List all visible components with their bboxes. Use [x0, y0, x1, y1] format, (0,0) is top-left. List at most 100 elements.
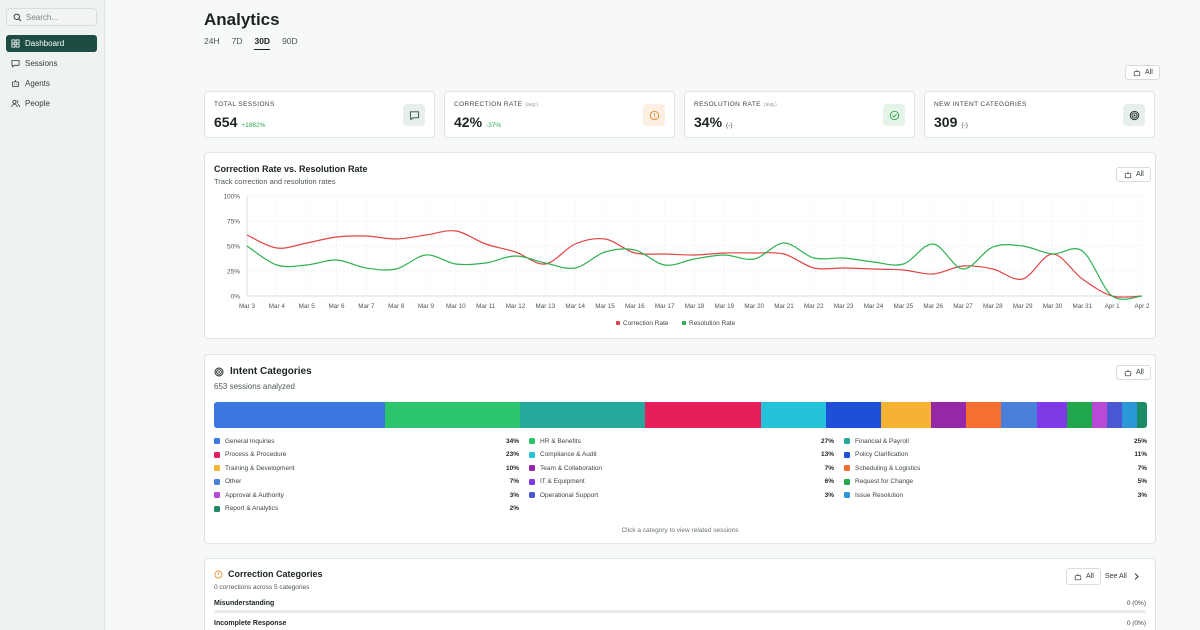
intent-legend-item[interactable]: Financial & Payroll 25%: [844, 437, 1147, 445]
intent-legend-item[interactable]: Report & Analytics 2%: [214, 505, 519, 513]
legend-swatch: [616, 321, 620, 325]
intent-legend-item[interactable]: Request for Change 5%: [844, 478, 1147, 486]
x-tick-label: Mar 13: [536, 303, 556, 310]
sidebar-item-sessions[interactable]: Sessions: [6, 55, 97, 72]
intent-legend-item[interactable]: HR & Benefits 27%: [529, 437, 834, 445]
intent-legend-item[interactable]: Team & Collaboration 7%: [529, 464, 834, 472]
bot-icon: [11, 79, 20, 88]
users-icon: [11, 99, 20, 108]
intent-bar-segment[interactable]: [931, 402, 967, 428]
intent-bar-segment[interactable]: [1036, 402, 1067, 428]
sidebar-item-dashboard[interactable]: Dashboard: [6, 35, 97, 52]
correction-filter-button[interactable]: All: [1066, 568, 1101, 585]
intent-bar-segment[interactable]: [1001, 402, 1037, 428]
kpi-delta: (-): [726, 122, 733, 129]
kpi-label: TOTAL SESSIONS: [214, 101, 275, 108]
agent-filter-button[interactable]: All: [1125, 65, 1160, 80]
intent-bar-segment[interactable]: [1106, 402, 1122, 428]
legend-swatch: [529, 465, 535, 471]
kpi-total-sessions: TOTAL SESSIONS 654 +1882%: [204, 91, 435, 138]
kpi-label: RESOLUTION RATE (avg.): [694, 101, 777, 108]
kpi-new-intent-categories: NEW INTENT CATEGORIES 309 (-): [924, 91, 1155, 138]
intent-category-percent: 3%: [824, 491, 834, 499]
intent-legend-item[interactable]: Policy Clarification 11%: [844, 451, 1147, 459]
chevron-right-icon: [1132, 572, 1141, 581]
intent-filter-button[interactable]: All: [1116, 365, 1151, 380]
see-all-link[interactable]: See All: [1105, 572, 1141, 581]
intent-bar-segment[interactable]: [1121, 402, 1137, 428]
rate-chart-panel: Correction Rate vs. Resolution Rate Trac…: [204, 152, 1156, 339]
intent-category-percent: 6%: [824, 478, 834, 485]
search-input[interactable]: Search...: [6, 8, 97, 26]
intent-category-percent: 27%: [820, 437, 834, 445]
intent-legend-item[interactable]: General Inquiries 34%: [214, 437, 519, 445]
intent-legend-item[interactable]: IT & Equipment 6%: [529, 478, 834, 486]
legend-gap: [834, 464, 844, 472]
intent-stacked-bar: [214, 402, 1147, 428]
intent-bar-segment[interactable]: [1136, 402, 1147, 428]
x-tick-label: Mar 11: [476, 303, 496, 310]
intent-legend: General Inquiries 34% HR & Benefits 27% Fina…: [214, 437, 1147, 513]
intent-category-name: Operational Support: [540, 491, 599, 499]
tab-90d[interactable]: 90D: [282, 36, 298, 46]
intent-legend-item[interactable]: Other 7%: [214, 478, 519, 486]
intent-category-percent: 11%: [1134, 451, 1147, 458]
intent-legend-item[interactable]: Approval & Authority 3%: [214, 491, 519, 499]
sidebar-item-agents[interactable]: Agents: [6, 75, 97, 92]
x-tick-label: Mar 17: [655, 303, 675, 310]
intent-bar-segment[interactable]: [645, 402, 761, 428]
intent-bar-segment[interactable]: [384, 402, 520, 428]
y-tick-label: 75%: [227, 219, 240, 226]
legend-swatch: [682, 321, 686, 325]
kpi-correction-rate: CORRECTION RATE (avg.) 42% -37%: [444, 91, 675, 138]
intent-bar-segment[interactable]: [966, 402, 1002, 428]
x-tick-label: Mar 12: [506, 303, 526, 310]
chart-filter-button[interactable]: All: [1116, 167, 1151, 182]
intent-bar-segment[interactable]: [1066, 402, 1092, 428]
x-tick-label: Mar 9: [418, 303, 435, 310]
intent-category-name: Financial & Payroll: [855, 437, 909, 445]
sidebar-item-people[interactable]: People: [6, 95, 97, 112]
intent-bar-segment[interactable]: [214, 402, 385, 428]
intent-legend-item[interactable]: Process & Procedure 23%: [214, 451, 519, 459]
correction-rate-line: [246, 230, 1143, 298]
intent-bar-segment[interactable]: [825, 402, 882, 428]
bot-icon: [1123, 368, 1132, 377]
intent-bar-segment[interactable]: [760, 402, 826, 428]
x-tick-label: Apr 2: [1134, 303, 1150, 310]
legend-correction-rate: Correction Rate: [623, 320, 669, 327]
intent-legend-item[interactable]: Issue Resolution 3%: [844, 491, 1147, 499]
x-tick-label: Mar 6: [328, 303, 345, 310]
intent-bar-segment[interactable]: [881, 402, 932, 428]
intent-title: Intent Categories: [230, 366, 312, 377]
page-title: Analytics: [204, 10, 280, 29]
tab-24h[interactable]: 24H: [204, 36, 220, 46]
legend-resolution-rate: Resolution Rate: [689, 320, 736, 327]
legend-swatch: [214, 505, 220, 512]
legend-gap: [519, 464, 529, 472]
legend-swatch: [844, 465, 850, 471]
legend-swatch: [529, 451, 535, 458]
intent-legend-item[interactable]: Compliance & Audit 13%: [529, 451, 834, 459]
intent-category-percent: 10%: [505, 464, 519, 472]
intent-bar-segment[interactable]: [1091, 402, 1107, 428]
intent-category-name: General Inquiries: [225, 437, 275, 445]
kpi-delta: (-): [961, 122, 968, 129]
intent-legend-item[interactable]: Scheduling & Logistics 7%: [844, 464, 1147, 472]
intent-legend-item[interactable]: Operational Support 3%: [529, 491, 834, 499]
intent-legend-item[interactable]: Training & Development 10%: [214, 464, 519, 472]
check-circle-icon: [883, 104, 905, 126]
intent-category-name: Training & Development: [225, 464, 295, 472]
alert-circle-icon: [214, 570, 223, 579]
x-tick-label: Mar 8: [388, 303, 405, 310]
intent-bar-segment[interactable]: [519, 402, 646, 428]
tab-7d[interactable]: 7D: [231, 36, 243, 46]
intent-category-percent: 25%: [1133, 437, 1147, 445]
legend-swatch: [844, 438, 850, 444]
tab-30d[interactable]: 30D: [254, 36, 271, 50]
intent-category-percent: 13%: [820, 451, 834, 458]
intent-category-percent: 3%: [509, 491, 519, 499]
x-tick-label: Mar 30: [1043, 303, 1063, 310]
x-tick-label: Mar 25: [894, 303, 914, 310]
legend-gap: [519, 451, 529, 459]
